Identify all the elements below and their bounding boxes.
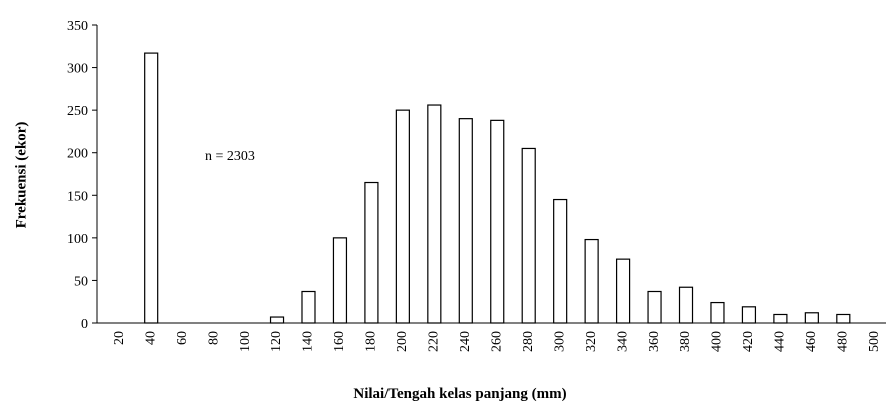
x-tick-label: 140 [301,331,316,352]
bar [836,313,851,324]
x-tick-label: 420 [741,331,756,352]
x-tick-label: 60 [175,331,190,345]
bar [553,198,568,324]
x-tick-label: 40 [143,331,158,345]
y-tick-label: 200 [67,147,88,162]
annotation: n = 2303 [205,149,255,164]
bar [678,286,694,324]
x-tick-label: 300 [552,331,567,352]
bar [773,313,788,324]
y-tick-label: 250 [67,104,88,119]
y-tick-label: 350 [67,19,88,34]
x-tick-label: 240 [458,331,473,352]
bar [395,109,410,324]
y-tick-label: 150 [67,189,88,204]
x-tick-label: 400 [710,331,725,352]
x-tick-label: 460 [804,331,819,352]
x-tick-label: 340 [615,331,630,352]
x-tick-label: 180 [364,331,379,352]
y-tick-label: 100 [67,232,88,247]
bar [301,290,316,324]
bar [364,181,379,324]
x-tick-label: 120 [269,331,284,352]
x-tick-label: 360 [647,331,662,352]
x-tick-label: 280 [521,331,536,352]
x-tick-label: 480 [836,331,851,352]
bar [647,290,662,324]
x-tick-label: 100 [238,331,253,352]
x-axis-title: Nilai/Tengah kelas panjang (mm) [353,386,566,402]
y-axis-title: Frekuensi (ekor) [13,122,29,229]
x-tick-label: 80 [206,331,221,345]
x-tick-label: 160 [332,331,347,352]
bar [741,306,757,324]
x-tick-label: 220 [427,331,442,352]
y-tick-label: 50 [74,274,88,289]
y-tick-label: 300 [67,62,88,77]
bar [521,147,536,324]
bar [710,301,725,324]
x-tick-label: 380 [678,331,693,352]
x-tick-label: 200 [395,331,410,352]
bar [144,52,159,324]
x-tick-label: 440 [773,331,788,352]
x-tick-label: 500 [867,331,882,352]
bar [458,118,473,324]
bar [332,237,348,324]
bar [269,316,285,324]
bar [490,119,505,324]
bar [584,238,599,324]
x-tick-label: 320 [584,331,599,352]
x-tick-label: 20 [112,331,127,345]
bar [615,258,631,324]
y-tick-label: 0 [81,317,88,332]
bar [804,312,819,324]
x-tick-label: 260 [489,331,504,352]
bar [427,104,442,324]
